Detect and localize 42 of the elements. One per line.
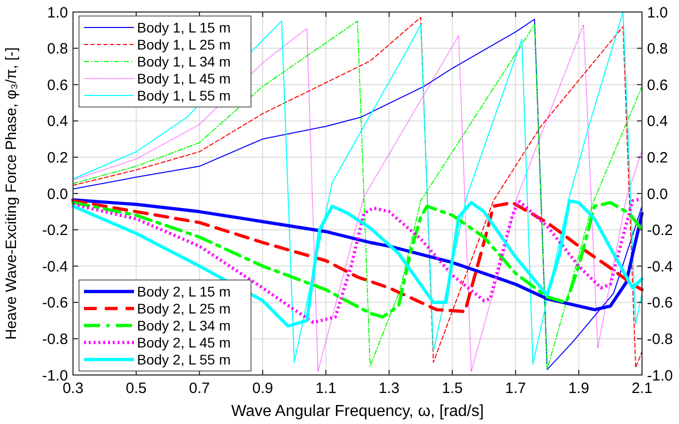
- legend-label: Body 1, L 25 m: [137, 36, 231, 52]
- y-tick-label: 0.6: [47, 76, 68, 94]
- x-tick-label: 2.1: [632, 380, 652, 397]
- y2-tick-label: 1.0: [647, 4, 668, 22]
- y2-tick-label: -0.4: [647, 258, 673, 276]
- legend-label: Body 1, L 15 m: [137, 19, 231, 36]
- y2-tick-label: 0.2: [647, 149, 668, 166]
- y-tick-label: -0.8: [42, 330, 68, 348]
- legend-label: Body 2, L 15 m: [137, 283, 231, 300]
- x-tick-label: 1.3: [378, 380, 400, 397]
- x-tick-label: 1.7: [505, 380, 526, 397]
- legend-label: Body 2, L 55 m: [137, 351, 231, 368]
- y2-tick-label: -0.2: [647, 222, 673, 240]
- y2-tick-label: -0.6: [647, 294, 673, 312]
- x-tick-label: 1.5: [442, 380, 463, 397]
- y2-tick-label: -0.8: [647, 330, 673, 348]
- y-tick-label: 0.0: [47, 186, 68, 203]
- x-tick-label: 1.1: [315, 380, 336, 397]
- legend-label: Body 1, L 34 m: [137, 53, 231, 70]
- legend-label: Body 1, L 45 m: [137, 70, 231, 86]
- x-tick-label: 0.5: [126, 380, 147, 397]
- legend-label: Body 2, L 45 m: [137, 334, 231, 350]
- legend-label: Body 2, L 34 m: [137, 317, 231, 334]
- x-tick-label: 0.9: [252, 380, 274, 397]
- y2-tick-label: 0.0: [647, 186, 668, 203]
- x-tick-label: 0.7: [189, 380, 210, 397]
- y-tick-label: 0.4: [47, 113, 68, 130]
- legend-label: Body 2, L 25 m: [137, 300, 231, 316]
- y-tick-label: -0.6: [42, 294, 68, 312]
- x-axis-title: Wave Angular Frequency, ω, [rad/s]: [231, 403, 484, 420]
- y2-tick-label: 0.8: [647, 40, 668, 58]
- y-axis-title: Heave Wave-Exciting Force Phase, φ₃/π, [-]: [3, 47, 20, 340]
- y-tick-label: -0.2: [42, 222, 68, 240]
- x-tick-label: 1.9: [568, 380, 590, 397]
- y-tick-label: 0.2: [47, 149, 68, 166]
- y2-tick-label: 0.4: [647, 113, 668, 130]
- x-tick-label: 0.3: [62, 380, 84, 397]
- legend-label: Body 1, L 55 m: [137, 87, 231, 104]
- y2-tick-label: 0.6: [647, 76, 668, 94]
- y-tick-label: -0.4: [42, 258, 68, 276]
- y-tick-label: 0.8: [47, 40, 68, 58]
- y-tick-label: 1.0: [47, 4, 68, 22]
